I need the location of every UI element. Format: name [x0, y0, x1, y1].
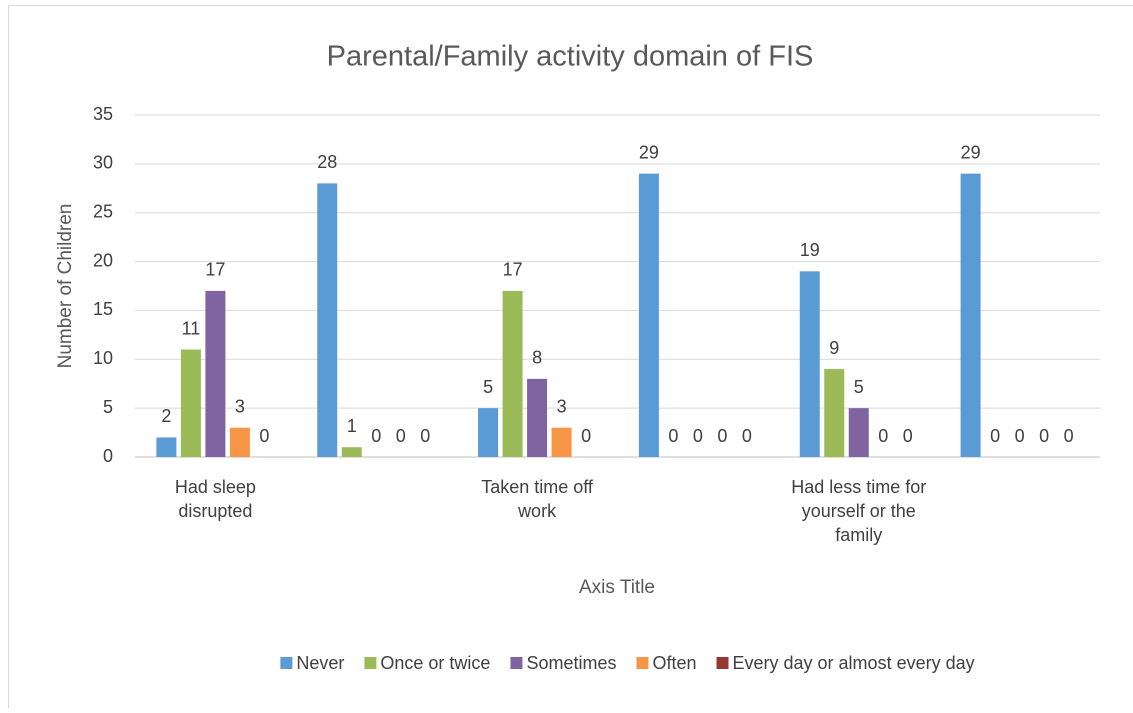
- data-label: 17: [205, 260, 225, 280]
- bar: [961, 174, 981, 457]
- data-label: 0: [581, 426, 591, 446]
- y-tick-label: 0: [103, 446, 113, 466]
- legend-item: Once or twice: [364, 653, 490, 673]
- x-tick-label-line: Had sleep: [175, 477, 256, 497]
- data-label: 0: [878, 426, 888, 446]
- data-label: 0: [990, 426, 1000, 446]
- y-tick-label: 20: [93, 250, 113, 270]
- y-tick-label: 10: [93, 348, 113, 368]
- data-label: 29: [961, 142, 981, 162]
- data-label: 0: [668, 426, 678, 446]
- x-axis-title: Axis Title: [579, 577, 655, 598]
- data-label: 17: [503, 260, 523, 280]
- bar: [317, 183, 337, 457]
- y-tick-label: 15: [93, 299, 113, 319]
- bar: [205, 291, 225, 457]
- chart-title: Parental/Family activity domain of FIS: [327, 41, 814, 73]
- data-label: 0: [1064, 426, 1074, 446]
- legend-swatch: [510, 657, 522, 669]
- legend-swatch: [717, 657, 729, 669]
- bar: [849, 408, 869, 457]
- legend-swatch: [636, 657, 648, 669]
- y-tick-label: 25: [93, 201, 113, 221]
- legend-swatch: [364, 657, 376, 669]
- data-label: 0: [903, 426, 913, 446]
- x-tick-label-line: yourself or the: [802, 501, 916, 521]
- y-tick-label: 5: [103, 397, 113, 417]
- data-label: 3: [235, 396, 245, 416]
- data-label: 0: [259, 426, 269, 446]
- bar: [503, 291, 523, 457]
- data-label: 5: [483, 377, 493, 397]
- bar: [342, 447, 362, 457]
- legend-swatch: [280, 657, 292, 669]
- bar: [552, 428, 572, 457]
- data-label: 0: [396, 426, 406, 446]
- legend-item: Sometimes: [510, 653, 616, 673]
- bar: [800, 271, 820, 457]
- data-label: 11: [182, 318, 201, 338]
- data-label: 8: [532, 348, 542, 368]
- bar: [527, 379, 547, 457]
- x-tick-label-line: Taken time off: [481, 477, 594, 497]
- data-label: 0: [1015, 426, 1025, 446]
- bar: [230, 428, 250, 457]
- x-tick-label-line: disrupted: [178, 501, 252, 521]
- data-label: 5: [854, 377, 864, 397]
- data-label: 0: [742, 426, 752, 446]
- legend-label: Once or twice: [380, 653, 490, 673]
- data-label: 29: [639, 142, 659, 162]
- legend-item: Every day or almost every day: [717, 653, 975, 673]
- bar: [478, 408, 498, 457]
- data-label: 0: [371, 426, 381, 446]
- x-tick-label-line: work: [517, 501, 557, 521]
- bar: [639, 174, 659, 457]
- bar: [181, 350, 201, 457]
- legend-label: Often: [652, 653, 696, 673]
- data-label: 19: [800, 240, 820, 260]
- data-label: 2: [161, 406, 171, 426]
- x-tick-label-line: Had less time for: [791, 477, 926, 497]
- data-label: 28: [317, 152, 337, 172]
- data-label: 3: [557, 396, 567, 416]
- legend-label: Never: [296, 653, 344, 673]
- y-axis-title: Number of Children: [55, 204, 76, 369]
- data-label: 9: [829, 338, 839, 358]
- legend-label: Sometimes: [526, 653, 616, 673]
- data-label: 0: [1039, 426, 1049, 446]
- data-label: 0: [693, 426, 703, 446]
- data-label: 1: [347, 416, 357, 436]
- bar: [824, 369, 844, 457]
- y-tick-label: 30: [93, 153, 113, 173]
- legend-label: Every day or almost every day: [733, 653, 975, 673]
- data-label: 0: [420, 426, 430, 446]
- data-label: 0: [717, 426, 727, 446]
- x-tick-label-line: family: [835, 525, 882, 545]
- y-tick-label: 35: [93, 104, 113, 124]
- bar: [156, 437, 176, 457]
